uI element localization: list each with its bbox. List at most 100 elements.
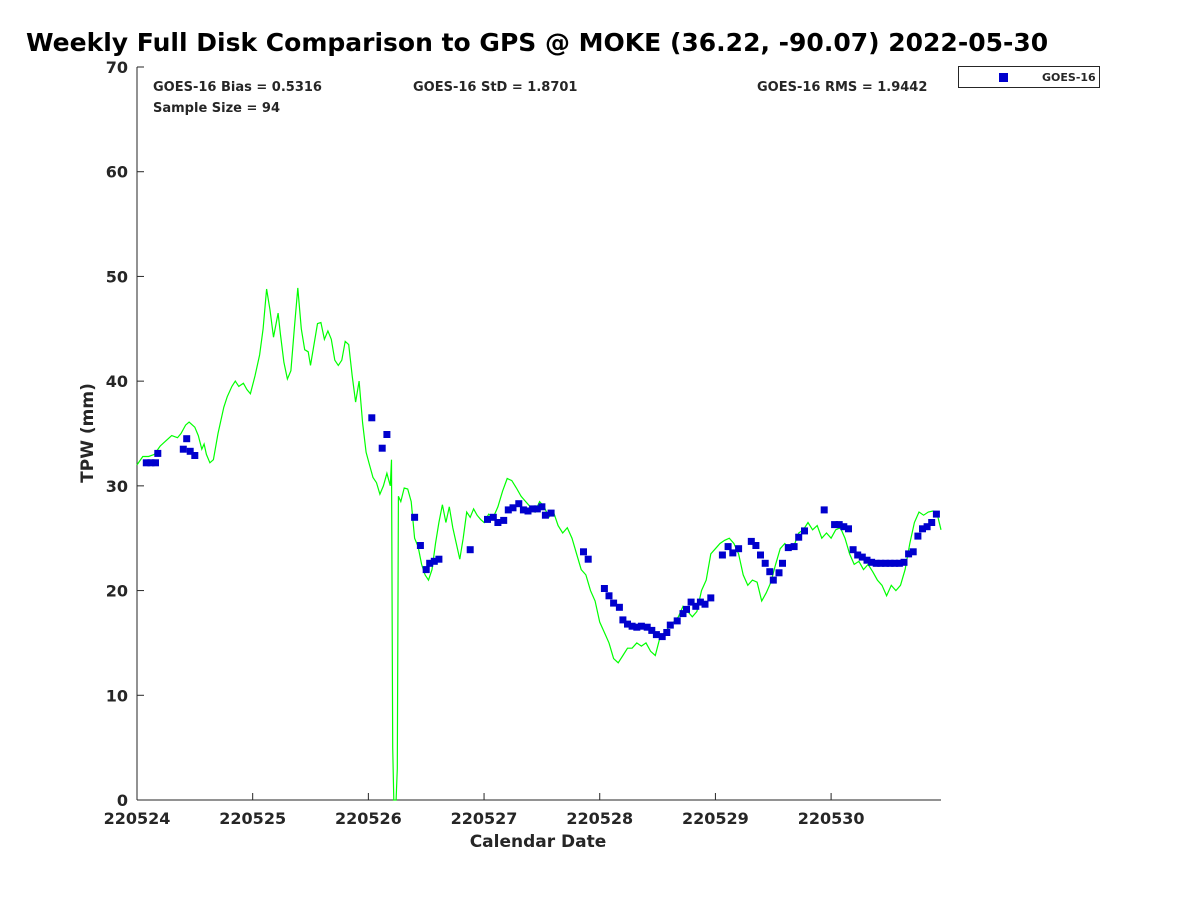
goes16-point <box>529 505 537 513</box>
goes16-point <box>658 633 666 641</box>
goes16-point <box>411 513 419 521</box>
goes16-point <box>820 506 828 514</box>
goes16-point <box>854 551 862 559</box>
goes16-point <box>905 550 913 558</box>
goes16-point <box>882 559 889 567</box>
bias-stat: GOES-16 Bias = 0.5316 <box>153 80 322 95</box>
goes16-point <box>652 631 660 639</box>
goes16-point <box>368 414 376 422</box>
goes16-point <box>673 617 681 625</box>
x-tick-label: 220525 <box>219 809 286 828</box>
goes16-point <box>784 544 792 552</box>
legend-marker-goes16 <box>999 73 1008 82</box>
goes16-point <box>877 559 885 567</box>
goes16-point <box>909 548 917 556</box>
goes16-point <box>886 559 894 567</box>
y-tick-label: 60 <box>106 163 128 182</box>
goes16-point <box>757 551 764 559</box>
goes16-point <box>494 519 502 526</box>
goes16-point <box>509 504 517 512</box>
goes16-point <box>707 594 715 602</box>
goes16-point <box>687 598 695 606</box>
goes16-point <box>637 622 645 630</box>
goes16-point <box>610 599 618 607</box>
goes16-point <box>729 549 737 557</box>
goes16-point <box>858 553 866 561</box>
goes16-point <box>868 558 876 566</box>
goes16-point <box>541 511 549 519</box>
goes16-point <box>466 546 474 554</box>
y-tick-label: 0 <box>117 791 128 810</box>
goes16-point <box>801 527 808 535</box>
goes16-point <box>775 569 783 577</box>
goes16-point <box>580 548 587 556</box>
goes16-point <box>863 556 871 564</box>
goes16-point <box>831 521 839 529</box>
goes16-point <box>605 592 613 600</box>
goes16-point <box>154 449 162 457</box>
legend-label-goes16: GOES-16 <box>1042 71 1096 84</box>
x-axis-label: Calendar Date <box>470 832 607 852</box>
goes16-point <box>186 447 194 455</box>
x-tick-label: 220527 <box>451 809 518 828</box>
goes16-point <box>519 506 527 514</box>
goes16-point <box>515 500 523 508</box>
goes16-point <box>914 532 922 540</box>
goes16-point <box>183 435 191 443</box>
goes16-point <box>191 452 199 459</box>
y-tick-label: 40 <box>106 372 128 391</box>
goes16-point <box>891 559 899 567</box>
goes16-point <box>928 519 936 526</box>
x-tick-label: 220524 <box>104 809 171 828</box>
x-tick-label: 220526 <box>335 809 402 828</box>
goes16-point <box>769 576 777 584</box>
legend: GOES-16 <box>958 66 1100 88</box>
goes16-point <box>619 616 627 624</box>
goes16-point <box>919 525 926 533</box>
goes16-point <box>692 602 700 610</box>
y-tick-label: 30 <box>106 477 128 496</box>
x-tick-label: 220530 <box>798 809 865 828</box>
goes16-point <box>923 523 931 531</box>
y-tick-label: 20 <box>106 582 128 601</box>
goes16-point <box>584 555 592 563</box>
goes16-point <box>663 629 671 636</box>
goes16-point <box>849 546 857 554</box>
y-tick-label: 50 <box>106 267 128 286</box>
goes16-point <box>932 510 940 518</box>
goes16-point <box>895 559 903 567</box>
goes16-point <box>435 555 443 563</box>
goes16-point <box>484 515 491 523</box>
goes16-point <box>430 557 438 565</box>
goes16-point <box>795 533 803 541</box>
goes16-point <box>500 516 508 524</box>
goes16-point <box>752 542 760 549</box>
sample-size-stat: Sample Size = 94 <box>153 101 281 116</box>
goes16-point <box>426 559 434 567</box>
goes16-point <box>761 559 769 567</box>
goes16-point <box>666 621 674 629</box>
goes16-point <box>643 623 651 631</box>
goes16-point <box>524 507 532 515</box>
goes16-point <box>683 605 690 613</box>
goes16-point <box>696 598 704 606</box>
goes16-point <box>718 551 726 559</box>
goes16-point <box>615 603 623 611</box>
goes16-point <box>845 525 852 533</box>
x-tick-label: 220528 <box>566 809 633 828</box>
goes16-point <box>766 568 774 576</box>
goes16-point <box>790 543 798 551</box>
x-tick-label: 220529 <box>682 809 749 828</box>
goes16-point <box>648 626 656 634</box>
chart-title: Weekly Full Disk Comparison to GPS @ MOK… <box>26 28 1049 57</box>
gps-line-series <box>136 287 942 801</box>
goes16-point <box>179 445 187 453</box>
goes16-point <box>489 513 497 521</box>
goes16-point <box>724 543 732 551</box>
goes16-point <box>533 505 541 513</box>
y-tick-label: 10 <box>106 686 128 705</box>
goes16-point <box>383 431 391 438</box>
goes16-point <box>504 506 512 514</box>
goes16-point <box>872 559 880 567</box>
